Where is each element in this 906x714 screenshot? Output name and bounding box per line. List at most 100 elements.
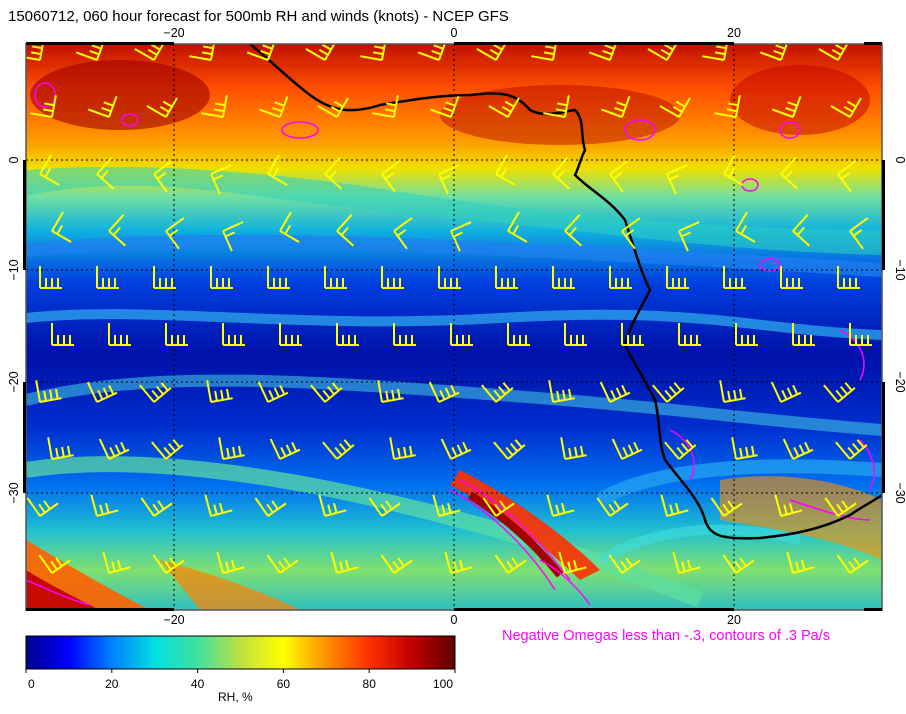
wind-barb	[830, 97, 862, 118]
wind-barb	[780, 266, 803, 289]
wind-barb	[153, 160, 173, 193]
wind-barb	[608, 554, 641, 574]
wind-barb	[51, 211, 72, 243]
wind-barb	[782, 438, 814, 460]
colorbar-ticks: 0 20 40 60 80 100	[25, 669, 456, 690]
wind-barb	[360, 44, 387, 61]
wind-barb	[596, 497, 629, 517]
wind-barb	[678, 221, 700, 252]
wind-barb	[735, 323, 758, 346]
wind-barb	[507, 211, 528, 243]
wind-barb	[102, 551, 131, 574]
right-lat-label-30: −30	[893, 482, 906, 503]
wind-barb	[660, 494, 689, 517]
wind-barb	[558, 551, 587, 574]
wind-barb	[564, 213, 583, 247]
wind-barb	[543, 95, 570, 118]
wind-barb	[108, 323, 131, 346]
wind-barb	[731, 437, 758, 460]
left-lat-label-30: −30	[7, 482, 21, 503]
wind-barb	[210, 164, 232, 195]
wind-barb	[621, 217, 641, 250]
wind-barb	[372, 95, 399, 118]
wind-barb	[759, 44, 790, 61]
wind-barb	[774, 494, 803, 517]
wind-barb	[432, 494, 461, 517]
wind-barb	[381, 266, 404, 289]
wind-barb	[108, 213, 127, 247]
wind-barb	[26, 497, 59, 517]
wind-barb	[75, 44, 106, 61]
wind-barb	[560, 437, 587, 460]
colorbar-tick-label: 0	[28, 677, 35, 690]
wind-barb	[438, 266, 461, 289]
wind-barb	[588, 44, 619, 61]
wind-barb	[849, 217, 869, 250]
wind-barb	[507, 323, 530, 346]
wind-barb	[666, 164, 688, 195]
wind-barb	[440, 438, 472, 460]
wind-barb	[599, 381, 631, 403]
wind-barbs	[26, 44, 872, 574]
wind-barb	[735, 211, 756, 243]
bottom-lon-label-e20: 20	[727, 613, 741, 626]
wind-barb	[322, 439, 355, 460]
wind-barb	[26, 44, 45, 61]
wind-barb	[666, 266, 689, 289]
wind-barb	[824, 497, 857, 517]
wind-barb	[310, 382, 343, 403]
wind-barb	[438, 164, 460, 195]
wind-barb	[330, 551, 359, 574]
wind-barb	[381, 160, 401, 193]
top-lon-label-e20: 20	[727, 26, 741, 40]
wind-barb	[837, 160, 857, 193]
wind-barb	[546, 494, 575, 517]
right-lat-label-10: −10	[893, 259, 906, 280]
wind-barb	[494, 554, 527, 574]
wind-barb	[267, 154, 288, 186]
wind-barb	[792, 213, 811, 247]
wind-barb	[222, 323, 245, 346]
wind-barb	[481, 382, 514, 403]
wind-barb	[428, 381, 460, 403]
left-lat-label-10: −10	[7, 259, 21, 280]
wind-barb	[552, 156, 571, 190]
wind-barb	[678, 323, 701, 346]
wind-barb	[269, 438, 301, 460]
wind-barb	[246, 44, 277, 61]
wind-barb	[835, 439, 868, 460]
right-lat-label-0: 0	[893, 157, 906, 164]
colorbar-tick-label: 40	[191, 677, 205, 690]
wind-barb	[482, 497, 515, 517]
wind-barb	[722, 554, 755, 574]
wind-barb	[837, 266, 860, 289]
wind-barb	[336, 323, 359, 346]
wind-barb	[771, 95, 802, 118]
wind-barb	[257, 381, 289, 403]
colorbar-tick-label: 60	[277, 677, 291, 690]
wind-barb	[189, 44, 216, 61]
wind-barb	[818, 44, 850, 61]
wind-barb	[652, 382, 685, 403]
wind-barb	[222, 221, 244, 252]
wind-barb	[702, 44, 729, 61]
weather-map: −20 0 20 −20 0 20 0 −10 −20 −30 0 −10 −2…	[7, 26, 906, 626]
wind-barb	[672, 551, 701, 574]
wind-barb	[611, 438, 643, 460]
wind-barb	[719, 380, 746, 403]
wind-barb	[609, 160, 629, 193]
omega-note: Negative Omegas less than -.3, contours …	[502, 628, 831, 644]
left-lat-label-20: −20	[7, 371, 21, 392]
wind-barb	[47, 437, 74, 460]
wind-barb	[96, 266, 119, 289]
wind-barb	[786, 551, 815, 574]
wind-barb	[153, 266, 176, 289]
wind-barb	[98, 438, 130, 460]
top-lon-label-0: 0	[451, 26, 458, 40]
wind-barb	[389, 437, 416, 460]
wind-barb	[39, 266, 62, 289]
wind-barb	[548, 380, 575, 403]
wind-barb	[140, 497, 173, 517]
wind-barb	[38, 554, 71, 574]
wind-barb	[609, 266, 632, 289]
